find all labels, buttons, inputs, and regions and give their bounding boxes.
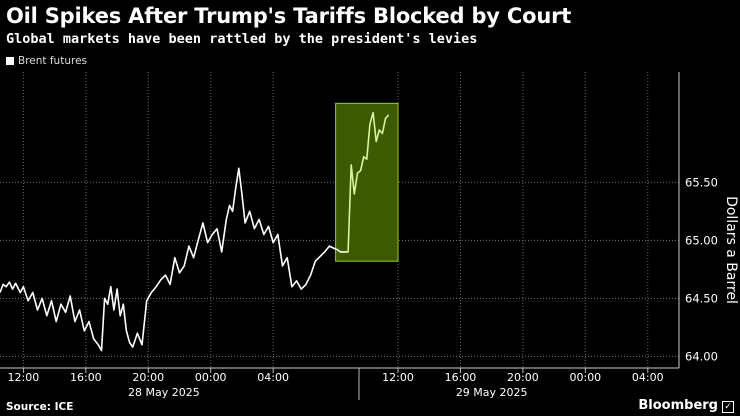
x-tick-label: 12:00: [382, 371, 414, 384]
x-tick-label: 00:00: [569, 371, 601, 384]
brand-logo-text: Bloomberg: [638, 398, 718, 413]
chart-title: Oil Spikes After Trump's Tariffs Blocked…: [6, 4, 572, 28]
y-tick-label: 65.00: [685, 233, 718, 247]
x-tick-label: 12:00: [8, 371, 40, 384]
source-note: Source: ICE: [6, 401, 74, 413]
series-line-brent: [0, 167, 347, 352]
x-tick-label: 16:00: [70, 371, 102, 384]
legend-label-brent: Brent futures: [18, 55, 87, 67]
x-date-label: 29 May 2025: [456, 386, 528, 399]
y-tick-label: 64.00: [685, 349, 718, 363]
x-tick-label: 16:00: [445, 371, 477, 384]
chart-legend: Brent futures: [6, 55, 87, 67]
x-tick-label: 04:00: [257, 371, 289, 384]
x-tick-label: 20:00: [507, 371, 539, 384]
chart-subtitle: Global markets have been rattled by the …: [6, 31, 478, 47]
x-tick-label: 04:00: [632, 371, 664, 384]
legend-swatch-brent: [6, 57, 14, 65]
highlight-box: [335, 102, 399, 262]
y-tick-label: 64.50: [685, 291, 718, 305]
series-line-brent-highlight: [346, 111, 390, 253]
axis-layer: 64.00 64.50 65.00 65.50 12:00 16:00 20:00 00:00…: [0, 72, 718, 400]
y-tick-label: 65.50: [685, 175, 718, 189]
brand-icon: ✓: [722, 401, 734, 413]
x-date-label: 28 May 2025: [128, 386, 200, 399]
x-tick-label: 00:00: [195, 371, 227, 384]
x-tick-label: 20:00: [132, 371, 164, 384]
y-axis-label: Dollars a Barrel: [723, 196, 739, 304]
